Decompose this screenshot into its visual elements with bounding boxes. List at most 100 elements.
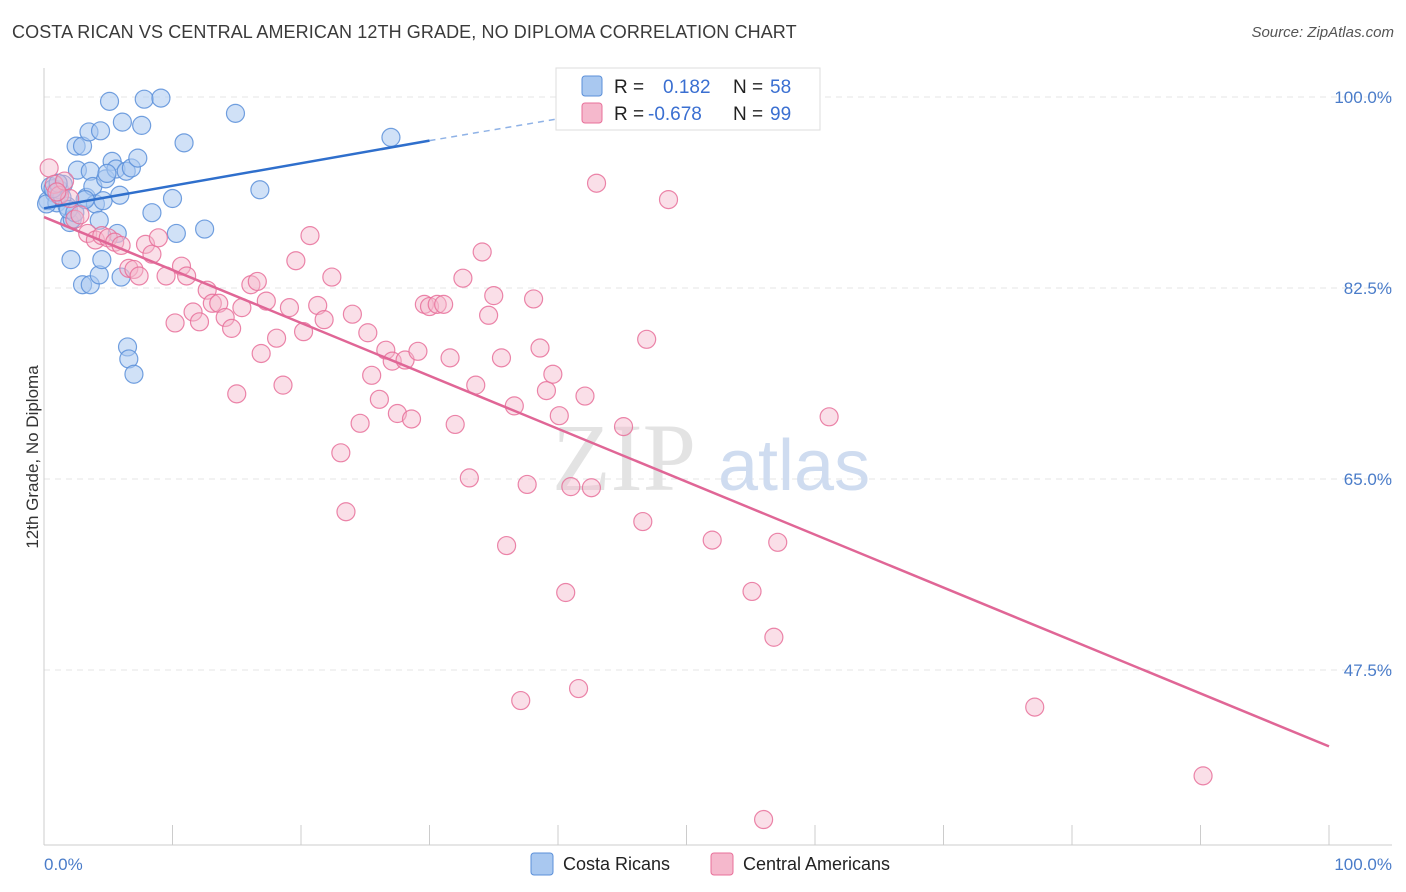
point-central-americans-90 bbox=[702, 530, 722, 550]
point-central-americans-92 bbox=[753, 809, 774, 830]
point-central-americans-73 bbox=[511, 690, 531, 711]
legend-r-value-blue: 0.182 bbox=[663, 77, 711, 98]
point-costa-ricans-17 bbox=[89, 210, 109, 230]
point-central-americans-60 bbox=[427, 294, 447, 314]
legend-r-value-pink: -0.678 bbox=[648, 104, 702, 125]
point-central-americans-43 bbox=[314, 310, 334, 330]
point-central-americans-0 bbox=[39, 158, 59, 178]
point-central-americans-59 bbox=[419, 296, 440, 317]
point-central-americans-86 bbox=[613, 417, 634, 437]
point-central-americans-38 bbox=[279, 298, 300, 318]
y-tick-label-0: 47.5% bbox=[1344, 661, 1392, 680]
point-costa-ricans-50 bbox=[124, 364, 144, 384]
point-central-americans-71 bbox=[497, 535, 517, 556]
point-central-americans-26 bbox=[202, 293, 222, 313]
point-central-americans-47 bbox=[342, 304, 362, 324]
point-costa-ricans-36 bbox=[195, 219, 215, 239]
x-ticks bbox=[43, 825, 1330, 845]
point-central-americans-30 bbox=[227, 384, 247, 404]
point-central-americans-42 bbox=[308, 295, 328, 316]
point-central-americans-64 bbox=[453, 268, 473, 288]
point-central-americans-50 bbox=[362, 365, 382, 385]
point-central-americans-78 bbox=[543, 364, 563, 384]
point-central-americans-6 bbox=[70, 205, 90, 225]
point-central-americans-24 bbox=[189, 312, 210, 332]
point-central-americans-63 bbox=[445, 414, 465, 435]
point-central-americans-29 bbox=[222, 318, 242, 338]
point-costa-ricans-30 bbox=[134, 89, 154, 109]
point-central-americans-87 bbox=[633, 511, 653, 532]
y-tick-label-1: 65.0% bbox=[1344, 470, 1392, 489]
point-central-americans-1 bbox=[44, 174, 64, 194]
point-central-americans-91 bbox=[742, 581, 762, 602]
legend-n-label-blue: N = bbox=[733, 77, 763, 98]
point-central-americans-27 bbox=[209, 293, 229, 313]
point-costa-ricans-38 bbox=[250, 180, 270, 200]
point-central-americans-37 bbox=[273, 375, 293, 395]
legend-n-value-blue: 58 bbox=[770, 77, 791, 98]
point-central-americans-97 bbox=[1193, 766, 1213, 786]
point-central-americans-2 bbox=[49, 185, 70, 205]
point-central-americans-81 bbox=[561, 477, 581, 497]
point-central-americans-51 bbox=[369, 389, 389, 409]
chart-title: COSTA RICAN VS CENTRAL AMERICAN 12TH GRA… bbox=[12, 22, 797, 42]
bottom-legend-central-americans: Central Americans bbox=[743, 854, 890, 874]
legend-n-value-pink: 99 bbox=[770, 104, 791, 125]
point-central-americans-95 bbox=[819, 407, 839, 427]
point-central-americans-23 bbox=[183, 302, 203, 322]
point-central-americans-54 bbox=[387, 403, 407, 424]
watermark-zip: ZIP bbox=[552, 404, 696, 511]
point-costa-ricans-35 bbox=[174, 133, 194, 153]
bottom-legend-swatch-central-americans bbox=[710, 852, 734, 876]
x-tick-label-100: 100.0% bbox=[1334, 855, 1392, 874]
point-central-americans-77 bbox=[536, 380, 557, 401]
trend-lines bbox=[43, 96, 1330, 748]
point-costa-ricans-31 bbox=[142, 203, 162, 223]
point-costa-ricans-21 bbox=[99, 91, 120, 111]
point-central-americans-75 bbox=[523, 289, 544, 309]
gridlines bbox=[44, 96, 1392, 671]
trend-line-costa-ricans bbox=[43, 139, 430, 210]
point-central-americans-33 bbox=[247, 271, 267, 292]
point-central-americans-89 bbox=[658, 189, 679, 210]
point-central-americans-18 bbox=[148, 228, 168, 248]
point-central-americans-67 bbox=[472, 242, 492, 262]
point-costa-ricans-46 bbox=[92, 250, 112, 270]
point-central-americans-83 bbox=[575, 386, 595, 406]
point-central-americans-96 bbox=[1025, 697, 1045, 717]
point-central-americans-28 bbox=[215, 307, 235, 328]
point-central-americans-69 bbox=[484, 286, 504, 306]
point-central-americans-82 bbox=[568, 678, 589, 699]
point-central-americans-15 bbox=[129, 266, 149, 286]
stats-legend: R = 0.182 N = 58 R = -0.678 N = 99 bbox=[555, 67, 821, 131]
point-costa-ricans-42 bbox=[61, 250, 81, 270]
point-costa-ricans-56 bbox=[97, 163, 117, 183]
point-central-americans-65 bbox=[459, 468, 479, 488]
y-tick-label-2: 82.5% bbox=[1344, 279, 1392, 298]
point-central-americans-68 bbox=[479, 305, 499, 325]
legend-r-label-blue: R = bbox=[614, 77, 644, 98]
point-central-americans-76 bbox=[530, 338, 550, 358]
point-central-americans-3 bbox=[54, 171, 75, 191]
point-central-americans-14 bbox=[124, 259, 144, 280]
point-central-americans-61 bbox=[434, 294, 454, 314]
point-costa-ricans-33 bbox=[162, 188, 183, 209]
point-central-americans-85 bbox=[586, 173, 607, 193]
point-costa-ricans-37 bbox=[225, 103, 246, 123]
point-central-americans-62 bbox=[440, 348, 460, 368]
point-central-americans-20 bbox=[165, 313, 185, 333]
point-central-americans-79 bbox=[549, 406, 569, 426]
point-central-americans-98 bbox=[47, 182, 67, 202]
point-central-americans-48 bbox=[350, 413, 370, 433]
point-central-americans-88 bbox=[637, 329, 657, 349]
y-axis-label: 12th Grade, No Diploma bbox=[23, 365, 42, 549]
legend-r-label-pink: R = bbox=[614, 104, 644, 125]
point-central-americans-36 bbox=[266, 328, 287, 348]
y-tick-label-3: 100.0% bbox=[1334, 88, 1392, 107]
point-central-americans-74 bbox=[517, 474, 537, 495]
point-central-americans-56 bbox=[401, 409, 422, 429]
point-central-americans-94 bbox=[768, 532, 788, 552]
point-central-americans-57 bbox=[408, 341, 428, 361]
bottom-legend-swatch-costa-ricans bbox=[530, 852, 554, 876]
